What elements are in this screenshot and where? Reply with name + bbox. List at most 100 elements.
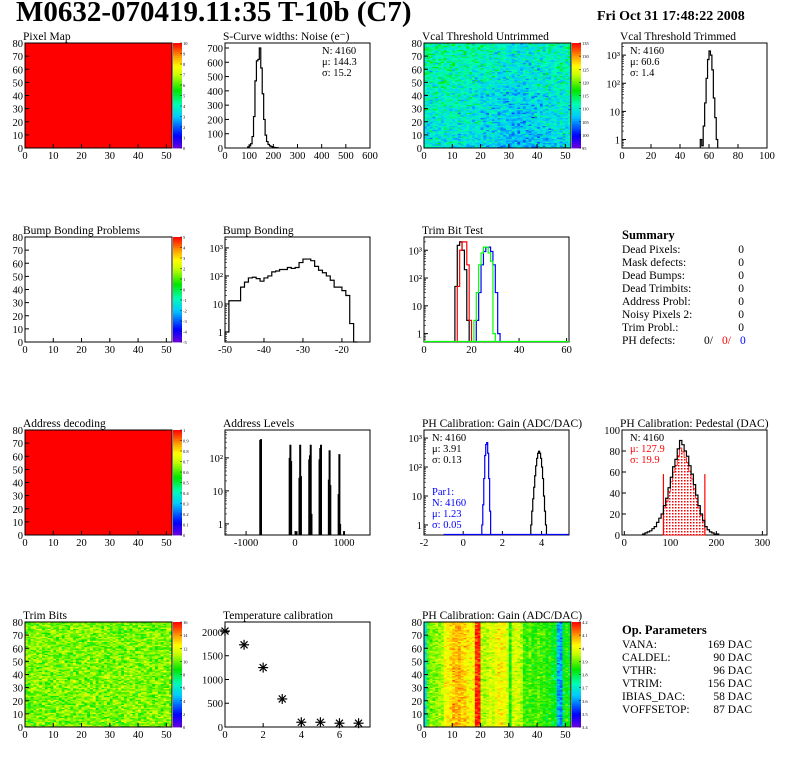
heatmap-cell — [474, 91, 479, 94]
heatmap-cell — [505, 67, 510, 70]
heatmap-cell — [474, 45, 479, 48]
heatmap-cell — [542, 79, 546, 82]
heatmap-cell — [511, 116, 515, 119]
palette-label: 7 — [183, 73, 186, 78]
heatmap-cell — [542, 104, 546, 107]
heatmap-cell — [551, 115, 555, 117]
heatmap-cell — [455, 77, 459, 79]
heatmap-cell — [511, 141, 515, 144]
heatmap-cell — [497, 83, 501, 86]
heatmap-cell — [534, 71, 538, 74]
heatmap-cell — [486, 74, 490, 77]
heatmap-cell — [469, 120, 473, 123]
heatmap-cell — [443, 144, 447, 146]
heatmap-cell — [522, 94, 527, 96]
heatmap-cell — [537, 69, 541, 71]
heatmap-cell — [528, 53, 532, 56]
heatmap-cell — [542, 50, 546, 53]
heatmap-cell — [455, 125, 459, 128]
heatmap-cell — [460, 57, 464, 60]
heatmap-cell — [503, 140, 507, 142]
heatmap-cell — [548, 91, 552, 94]
heatmap-cell — [537, 48, 541, 50]
heatmap-cell — [511, 95, 515, 98]
heatmap-cell — [424, 88, 428, 91]
heatmap-cell — [500, 140, 504, 142]
x-tick-label: 30 — [105, 151, 116, 162]
heatmap-cell — [452, 70, 456, 73]
x-tick-label: -50 — [218, 345, 232, 356]
heatmap-cell — [525, 60, 529, 62]
heatmap-cell — [455, 58, 459, 61]
heatmap-cell — [438, 125, 442, 128]
heatmap-cell — [537, 94, 541, 96]
heatmap-cell — [534, 128, 538, 130]
heatmap-cell — [472, 81, 476, 83]
heatmap-cell — [460, 96, 464, 99]
heatmap-cell — [554, 141, 558, 144]
heatmap-cell — [486, 50, 490, 53]
heatmap-cell — [551, 127, 555, 129]
heatmap-cell — [426, 86, 430, 88]
heatmap-cell — [537, 120, 541, 123]
heatmap-cell — [455, 109, 459, 112]
palette-swatch — [173, 129, 182, 132]
heatmap-cell — [522, 140, 527, 142]
heatmap-cell — [466, 103, 470, 105]
heatmap-cell — [500, 121, 504, 124]
heatmap-cell — [534, 120, 538, 123]
heatmap-cell — [537, 99, 541, 102]
heatmap-cell — [477, 107, 481, 109]
heatmap-cell — [477, 119, 481, 121]
heatmap-cell — [480, 109, 484, 112]
heatmap-cell — [545, 87, 549, 90]
heatmap-cell — [460, 109, 464, 112]
heatmap-cell — [440, 57, 445, 60]
heatmap-cell — [514, 92, 518, 95]
heatmap-cell — [432, 86, 436, 88]
heatmap-cell — [438, 60, 442, 62]
y-tick-label: 500 — [207, 73, 223, 84]
heatmap-cell — [424, 87, 428, 90]
heatmap-cell — [489, 91, 493, 94]
heatmap-cell — [494, 113, 498, 116]
heatmap-cell — [463, 117, 467, 120]
heatmap-cell — [477, 132, 481, 134]
heatmap-cell — [531, 137, 535, 140]
heatmap-cell — [500, 141, 504, 144]
heatmap-cell — [491, 98, 495, 100]
heatmap-cell — [528, 127, 532, 129]
heatmap-cell — [528, 112, 532, 115]
heatmap-cell — [545, 58, 549, 61]
palette-swatch — [173, 45, 182, 48]
heatmap-cell — [438, 62, 442, 65]
heatmap-cell — [474, 53, 479, 56]
heatmap-cell — [440, 43, 445, 45]
heatmap-cell — [446, 146, 450, 149]
heatmap-cell — [548, 92, 552, 95]
heatmap-cell — [472, 75, 476, 78]
heatmap-cell — [548, 137, 552, 140]
heatmap-cell — [500, 104, 504, 107]
heatmap-cell — [474, 74, 479, 77]
heatmap-cell — [545, 52, 549, 54]
heatmap-cell — [489, 70, 493, 73]
heatmap-cell — [472, 53, 476, 56]
heatmap-cell — [551, 73, 555, 75]
heatmap-cell — [469, 43, 473, 45]
heatmap-cell — [460, 115, 464, 117]
heatmap-cell — [440, 83, 445, 86]
heatmap-cell — [472, 136, 476, 138]
heatmap-cell — [500, 58, 504, 61]
heatmap-cell — [494, 137, 498, 140]
heatmap-cell — [525, 146, 529, 149]
heatmap-cell — [500, 92, 504, 95]
heatmap-cell — [539, 46, 544, 49]
heatmap-cell — [426, 95, 430, 98]
heatmap-cell — [542, 44, 546, 46]
heatmap-cell — [511, 70, 515, 73]
heatmap-cell — [463, 71, 467, 74]
heatmap-cell — [480, 121, 484, 124]
heatmap-cell — [472, 130, 476, 133]
heatmap-cell — [508, 98, 512, 100]
